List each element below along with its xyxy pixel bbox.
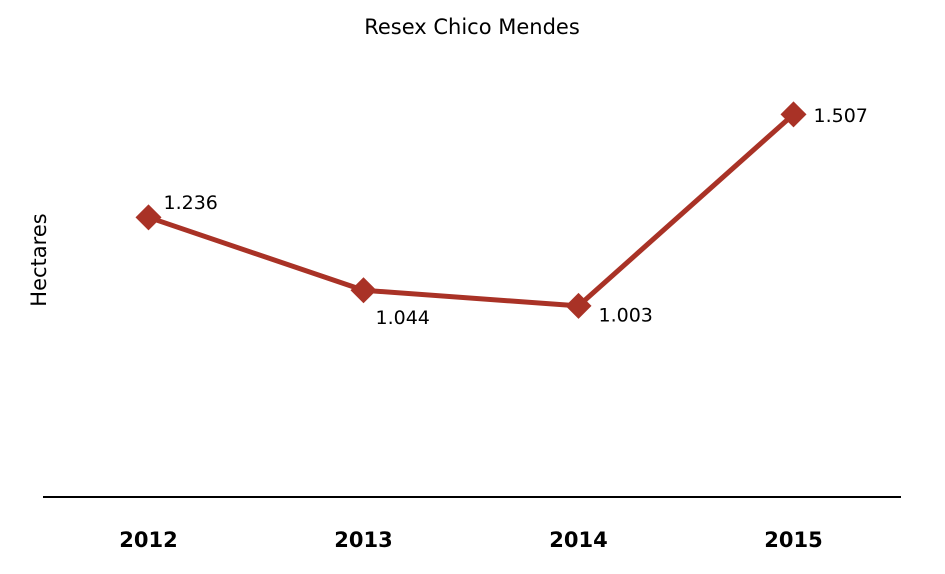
data-label: 1.003 (599, 304, 653, 326)
data-line (147, 112, 796, 309)
x-tick-label: 2013 (334, 528, 392, 552)
data-label: 1.236 (164, 192, 218, 214)
data-marker (350, 277, 377, 304)
data-label: 1.044 (376, 307, 430, 329)
x-tick-label: 2015 (764, 528, 822, 552)
data-marker (565, 292, 592, 319)
data-marker (135, 204, 162, 231)
y-axis-title: Hectares (27, 213, 51, 306)
chart-title: Resex Chico Mendes (364, 15, 580, 39)
data-marker (780, 101, 807, 128)
data-label: 1.507 (814, 105, 868, 127)
x-tick-label: 2012 (119, 528, 177, 552)
x-tick-label: 2014 (549, 528, 607, 552)
